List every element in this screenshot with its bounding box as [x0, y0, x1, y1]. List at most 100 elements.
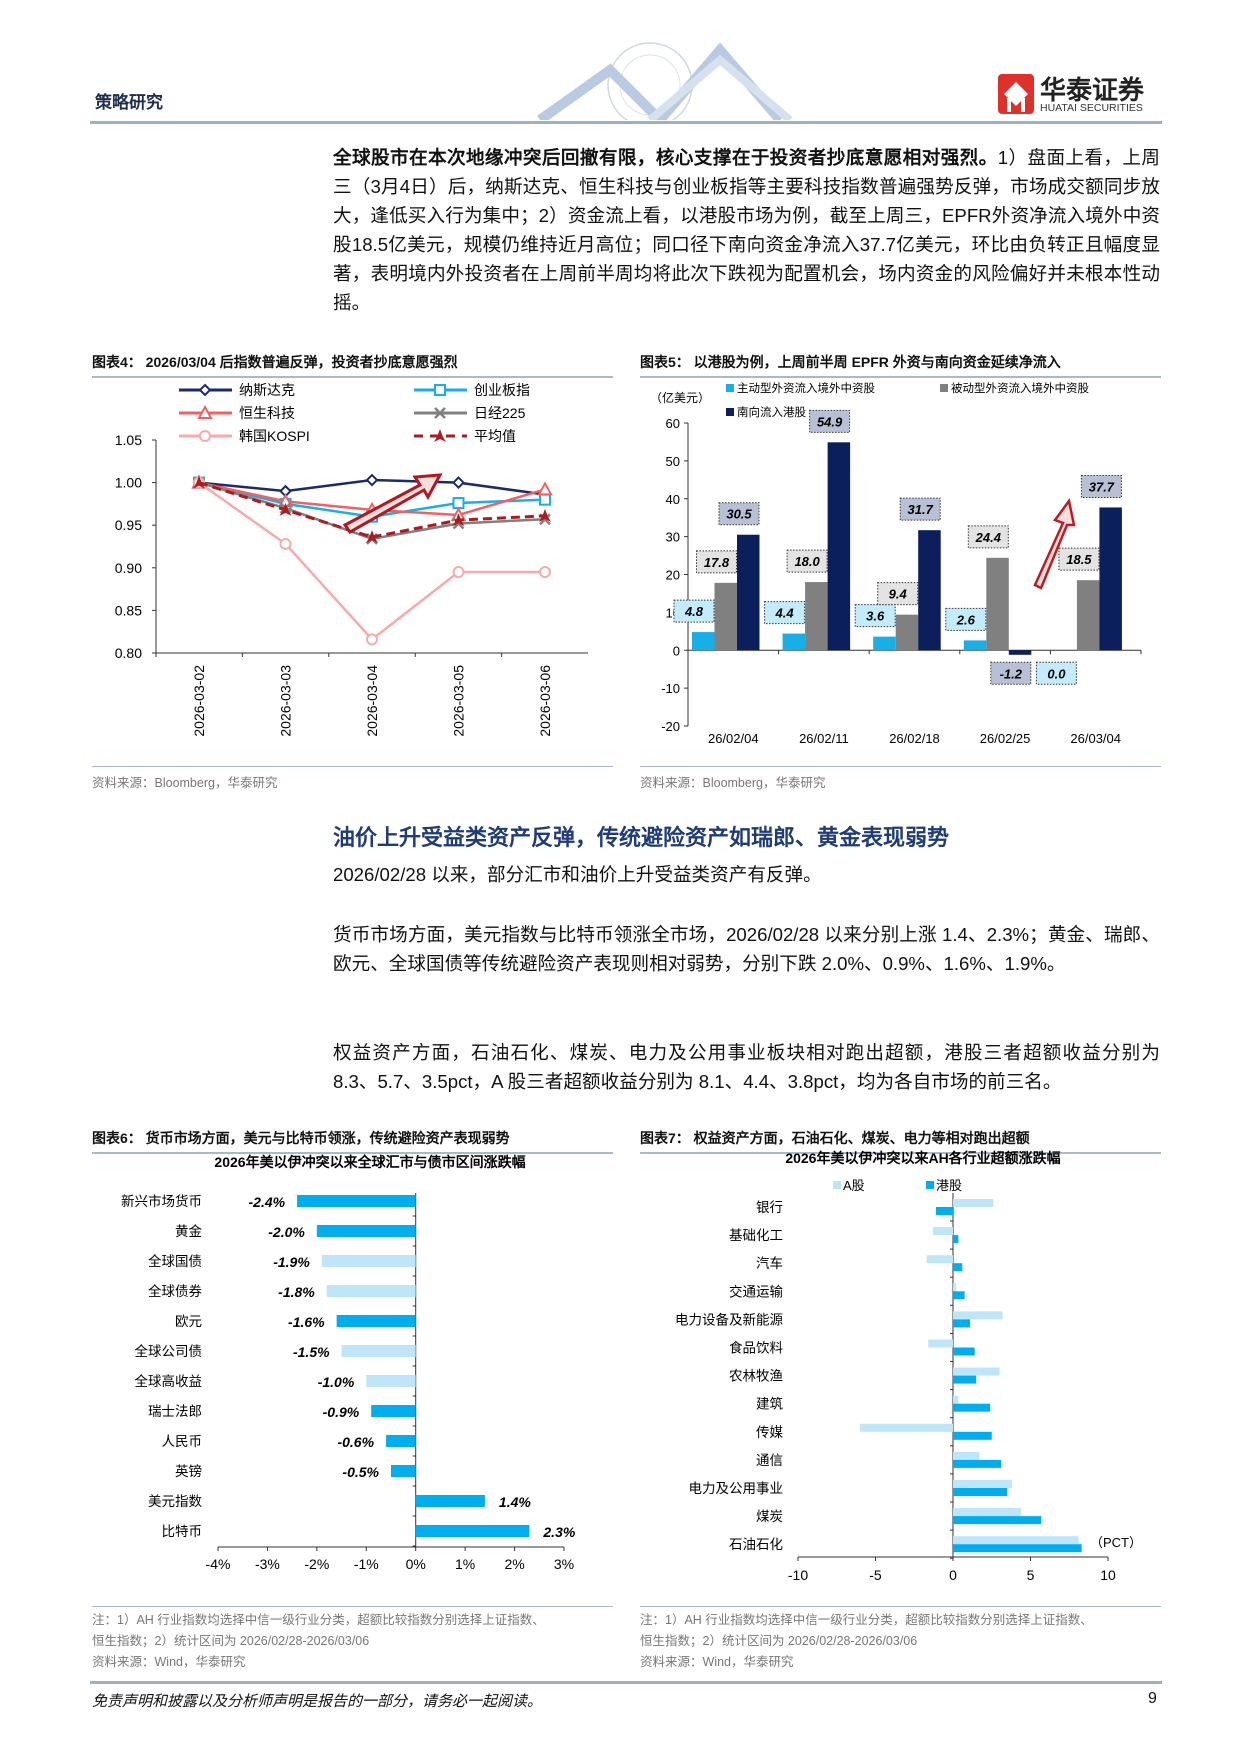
category-label: 建筑	[756, 1397, 784, 1412]
figure7-note-2: 恒生指数；2）统计区间为 2026/02/28-2026/03/06	[640, 1634, 918, 1648]
y-tick-label: 60	[666, 416, 680, 431]
category-label: 电力设备及新能源	[675, 1311, 783, 1327]
x-tick-label: -5	[869, 1567, 882, 1583]
data-label: 18.5	[1066, 552, 1092, 567]
x-tick-label: 2026-03-03	[278, 665, 294, 737]
series-line-平均值	[198, 481, 546, 539]
x-tick-label: 5	[1027, 1567, 1035, 1583]
data-label: 17.8	[704, 555, 730, 570]
category-label: 农林牧渔	[729, 1369, 783, 1384]
bar-港股	[953, 1403, 991, 1412]
bar-港股	[953, 1516, 1042, 1525]
y-tick-label: 0.85	[115, 602, 142, 618]
y-tick-label: 50	[666, 454, 680, 469]
data-label: 4.4	[775, 606, 795, 621]
bar	[336, 1315, 416, 1327]
footer-divider	[90, 1681, 1162, 1684]
category-label: 全球公司债	[135, 1343, 203, 1359]
legend-marker	[434, 429, 446, 442]
bar-港股	[953, 1375, 977, 1384]
data-point	[366, 633, 378, 646]
bar-A股	[860, 1423, 953, 1432]
bar	[341, 1345, 416, 1357]
data-label-box	[899, 497, 941, 521]
x-tick-label: -4%	[206, 1556, 231, 1572]
data-label-box	[967, 525, 1009, 549]
bar	[316, 1225, 416, 1237]
data-label: -0.9%	[323, 1404, 360, 1420]
data-label-box	[696, 550, 737, 574]
y-tick-label: 0.90	[115, 560, 142, 576]
data-label-box	[786, 549, 828, 573]
category-label: 银行	[756, 1200, 783, 1215]
data-point	[366, 530, 378, 544]
figure4-title: 图表4： 2026/03/04 后指数普遍反弹，投资者抄底意愿强烈	[92, 352, 613, 378]
data-label: -1.5%	[293, 1344, 330, 1360]
data-point	[452, 476, 465, 490]
data-label: 30.5	[726, 507, 752, 522]
data-label: -1.9%	[273, 1254, 310, 1270]
data-label-box	[877, 582, 919, 606]
bar	[371, 1405, 416, 1417]
bar-A股	[953, 1283, 957, 1292]
figure7-bar-chart: 2026年美以伊冲突以来AH各行业超额涨跌幅 -10 -5 0 5 10 A股 港股银行基础化…	[675, 1150, 1142, 1583]
bar-主动型外资流入境外中资股	[963, 640, 987, 651]
y-tick-label: 20	[666, 568, 680, 583]
figure5-source: 资料来源：Bloomberg，华泰研究	[640, 766, 1161, 791]
y-tick-label: 40	[666, 492, 680, 507]
y-tick-label: 1.00	[115, 475, 142, 491]
legend-marker	[434, 384, 446, 396]
x-tick-label: 26/02/04	[708, 731, 759, 746]
x-tick-label: 2%	[504, 1556, 524, 1572]
figure5-title: 图表5： 以港股为例，上周前半周 EPFR 外资与南向资金延续净流入	[640, 352, 1161, 378]
y-tick-label: 1.05	[115, 432, 142, 448]
report-section-label: 策略研究	[95, 93, 163, 112]
intro-bold: 全球股市在本次地缘冲突后回撤有限，核心支撑在于投资者抄底意愿相对强烈。	[333, 147, 998, 168]
logo-brand-cn: 华泰证券	[1040, 75, 1145, 105]
data-label-box	[945, 607, 987, 631]
figure4-line-chart: 0.80 0.85 0.90 0.95 1.00 1.05 2026-03-02 2026-0…	[115, 382, 588, 737]
logo-mark-icon	[998, 74, 1034, 114]
category-label: 基础化工	[729, 1227, 783, 1243]
bar-A股	[953, 1508, 1022, 1517]
bar	[415, 1495, 485, 1507]
category-label: 比特币	[162, 1524, 203, 1539]
category-label: 黄金	[175, 1224, 202, 1239]
category-label: 新兴市场货币	[121, 1193, 202, 1209]
intro-text: 1）盘面上看，上周三（3月4日）后，纳斯达克、恒生科技与创业板指等主要科技指数普…	[333, 147, 1160, 313]
data-label: 9.4	[889, 587, 908, 602]
bar	[321, 1255, 416, 1267]
bar-被动型外资流入境外中资股	[805, 582, 828, 651]
category-label: 全球国债	[148, 1253, 202, 1269]
x-tick-label: 26/02/11	[799, 731, 849, 746]
legend-label: 港股	[936, 1178, 962, 1193]
chart-title: 2026年美以伊冲突以来AH各行业超额涨跌幅	[785, 1150, 1060, 1166]
bar-A股	[932, 1227, 953, 1236]
data-label: 2.3%	[542, 1524, 575, 1540]
data-point	[365, 473, 379, 487]
header-divider	[90, 121, 1162, 124]
bar-A股	[953, 1395, 959, 1404]
figure4-source: 资料来源：Bloomberg，华泰研究	[92, 766, 613, 791]
data-label-box	[764, 601, 806, 625]
bar-港股	[953, 1291, 965, 1300]
logo-brand-en: HUATAI SECURITIES	[1040, 102, 1143, 114]
data-label: -0.6%	[337, 1434, 374, 1450]
x-tick-label: 2026-03-05	[451, 665, 467, 737]
chart-title: 2026年美以伊冲突以来全球汇市与债市区间涨跌幅	[214, 1154, 525, 1170]
data-point	[193, 475, 205, 489]
bar	[391, 1465, 416, 1477]
trend-arrow-icon	[342, 473, 443, 534]
data-label-box	[990, 661, 1032, 685]
category-label: 全球债券	[148, 1283, 202, 1299]
legend-label: 恒生科技	[239, 405, 295, 421]
data-label: 0.0	[1047, 666, 1066, 681]
data-label: 1.4%	[499, 1494, 531, 1510]
x-tick-label: 2026-03-06	[537, 665, 553, 737]
x-tick-label: 26/02/18	[889, 731, 940, 746]
x-tick-label: 10	[1100, 1567, 1116, 1583]
data-label-box	[718, 502, 760, 526]
bar-A股	[953, 1480, 1012, 1488]
bar	[297, 1195, 416, 1207]
data-label: -2.4%	[249, 1194, 286, 1210]
